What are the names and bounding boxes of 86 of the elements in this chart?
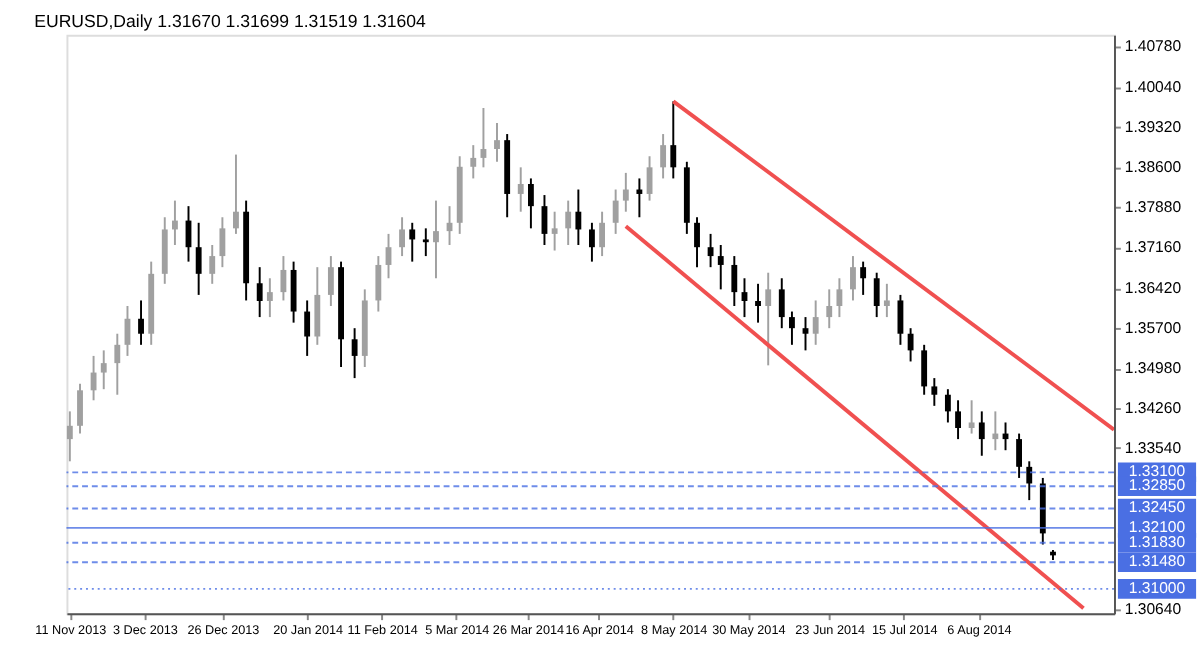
candlestick [670,100,677,180]
candlestick [850,255,856,302]
candlestick [351,327,358,380]
ref-line-label: 1.31830 [1128,532,1187,551]
candlestick [612,188,619,235]
candlestick [161,216,168,285]
candlestick [304,299,311,357]
candlestick [1026,460,1033,502]
candlestick [422,227,429,258]
y-tick-label: 1.38600 [1124,158,1183,177]
candlestick [931,377,938,407]
candlestick [636,177,643,219]
candlestick [883,282,890,319]
candlestick [944,388,951,424]
ref-line-label: 1.31480 [1128,552,1187,571]
y-tick-label: 1.35700 [1124,319,1183,338]
y-tick-label: 1.34980 [1124,359,1183,377]
y-tick-label: 1.40780 [1124,37,1183,56]
candlestick [802,316,809,352]
candlestick [622,171,629,213]
candlestick [660,133,667,180]
candlestick [789,310,795,346]
y-tick-label: 1.30640 [1124,599,1183,618]
candlestick [588,221,595,263]
candlestick [77,382,83,435]
ref-line-label: 1.31000 [1128,578,1187,597]
candlestick [100,349,107,391]
candlestick [470,144,477,180]
y-tick-label: 1.37880 [1124,198,1183,217]
candlestick [778,277,785,330]
y-tick-label: 1.37160 [1124,238,1183,257]
candlestick [707,232,714,269]
candlestick [209,244,216,285]
candlestick [138,299,144,346]
candlestick [897,293,904,346]
candlestick [694,216,700,269]
candlestick [290,260,297,324]
y-tick-label: 1.33540 [1124,438,1183,457]
candlestick [717,244,724,291]
candlestick [873,271,880,319]
candlestick [280,255,287,302]
candlestick [256,266,263,319]
candlestick [968,399,975,435]
candlestick [565,199,572,246]
candlestick [836,277,843,319]
candlestick [314,266,321,346]
y-tick-label: 1.36420 [1124,279,1183,298]
candlestick [812,299,819,346]
candlestick [599,210,606,258]
candlestick [375,255,382,313]
ref-line-label: 1.33100 [1128,462,1187,481]
ref-line-label: 1.32850 [1128,476,1187,495]
candlestick [921,343,928,396]
candlestick [755,282,761,324]
candlestick [409,221,416,263]
candlestick [219,216,226,269]
candlestick [114,332,121,396]
y-tick-label: 1.40040 [1124,78,1183,97]
candlestick [992,410,999,452]
candlestick [90,354,97,402]
ref-line-label: 1.32100 [1128,517,1187,536]
candlestick [955,399,961,441]
candlestick [66,410,73,463]
candlestick [860,260,867,296]
candlestick [172,199,178,246]
candlestick [1016,432,1023,479]
candlestick [527,177,534,230]
candlestick [233,153,239,235]
ref-line-label: 1.32450 [1128,498,1187,517]
y-tick-label: 1.39320 [1124,118,1183,137]
candlestick [433,199,439,280]
candlestick [765,271,772,367]
candlestick [978,410,985,457]
candlestick [195,221,202,296]
candlestick [494,121,500,163]
candlestick [551,210,558,252]
candlestick [826,288,833,330]
candlestick [731,255,738,307]
y-tick-label: 1.34260 [1124,398,1183,417]
candlestick [327,255,334,307]
candlestick [266,277,273,319]
candlestick [517,166,524,213]
candlestick [399,216,406,258]
chart-title: EURUSD,Daily 1.31670 1.31699 1.31519 1.31604 [34,10,427,31]
candlestick [907,327,914,363]
candlestick [575,188,582,246]
